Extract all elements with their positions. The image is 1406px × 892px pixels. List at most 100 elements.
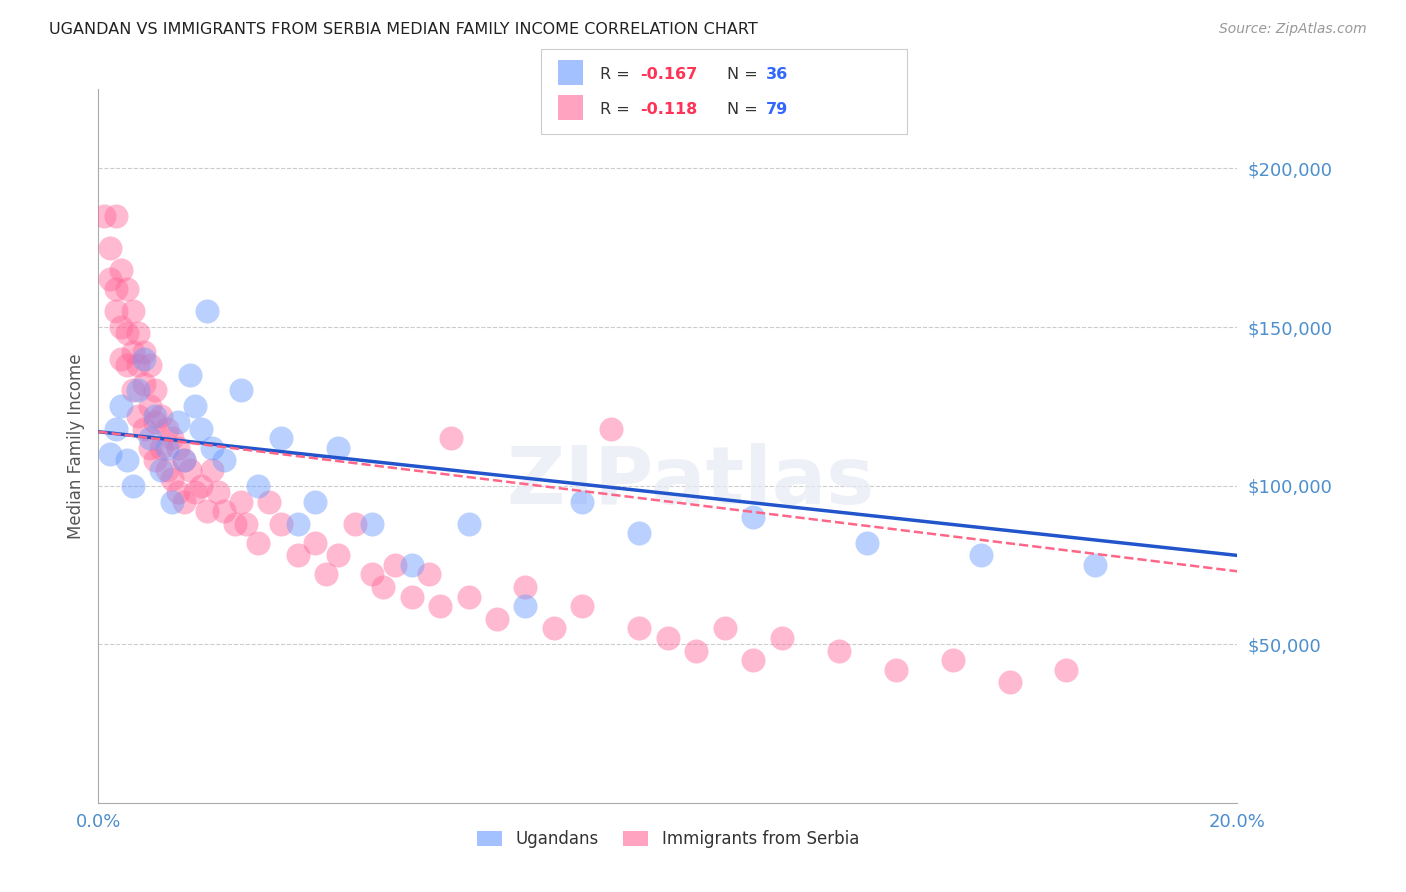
Point (162, 494, 184, 508)
Text: N =: N = (727, 67, 763, 81)
Point (145, 409, 167, 423)
Point (373, 580, 395, 594)
Point (229, 384, 252, 398)
Point (127, 409, 149, 423)
Point (127, 358, 149, 372)
Point (1056, 663, 1078, 677)
Point (121, 304, 143, 318)
Point (184, 485, 207, 500)
Point (150, 441, 173, 455)
Point (543, 621, 565, 635)
Point (162, 431, 184, 445)
Point (121, 478, 143, 492)
Text: -0.167: -0.167 (640, 67, 697, 81)
Point (104, 282, 127, 296)
Point (571, 494, 593, 508)
Point (98, 272, 121, 286)
Point (184, 400, 207, 414)
Point (360, 516, 382, 531)
Point (138, 431, 160, 445)
Point (167, 415, 190, 429)
Text: 36: 36 (766, 67, 789, 81)
Point (156, 421, 179, 435)
Point (173, 494, 195, 508)
Point (856, 535, 879, 549)
Point (457, 516, 479, 531)
Point (115, 326, 138, 341)
Point (685, 643, 707, 657)
Point (970, 549, 993, 563)
Point (884, 663, 907, 677)
Point (195, 304, 218, 318)
Point (138, 400, 160, 414)
Point (229, 494, 252, 508)
Point (110, 263, 132, 277)
Point (127, 326, 149, 341)
Point (104, 304, 127, 318)
Point (270, 516, 292, 531)
Text: R =: R = (600, 67, 636, 81)
Point (138, 358, 160, 372)
Point (457, 590, 479, 604)
Text: N =: N = (727, 103, 763, 117)
Point (571, 599, 593, 614)
Text: Source: ZipAtlas.com: Source: ZipAtlas.com (1219, 22, 1367, 37)
Point (360, 567, 382, 582)
Point (714, 621, 737, 635)
Point (104, 209, 127, 223)
Point (304, 535, 326, 549)
Point (315, 567, 337, 582)
Text: -0.118: -0.118 (640, 103, 697, 117)
Point (440, 431, 463, 445)
Point (246, 535, 269, 549)
Point (628, 526, 651, 541)
Point (132, 421, 155, 435)
Point (742, 653, 765, 667)
Point (150, 463, 173, 477)
Point (190, 421, 212, 435)
Point (179, 463, 201, 477)
Point (190, 478, 212, 492)
Point (162, 472, 184, 486)
Point (156, 463, 179, 477)
Point (657, 631, 679, 645)
Point (173, 453, 195, 467)
Text: UGANDAN VS IMMIGRANTS FROM SERBIA MEDIAN FAMILY INCOME CORRELATION CHART: UGANDAN VS IMMIGRANTS FROM SERBIA MEDIAN… (49, 22, 758, 37)
Text: R =: R = (600, 103, 636, 117)
Point (201, 463, 224, 477)
Point (93, 209, 115, 223)
Point (207, 485, 229, 500)
Point (326, 441, 349, 455)
Point (138, 441, 160, 455)
Point (98, 241, 121, 255)
Point (304, 494, 326, 508)
Point (418, 567, 440, 582)
Point (127, 384, 149, 398)
Point (145, 453, 167, 467)
Point (145, 415, 167, 429)
Point (115, 358, 138, 372)
Point (115, 453, 138, 467)
Point (326, 549, 349, 563)
Point (628, 621, 651, 635)
Point (515, 580, 537, 594)
Point (1084, 558, 1107, 572)
Point (167, 441, 190, 455)
Point (145, 384, 167, 398)
Text: ZIPatlas: ZIPatlas (506, 442, 875, 521)
Point (942, 653, 965, 667)
Y-axis label: Median Family Income: Median Family Income (66, 353, 84, 539)
Point (156, 441, 179, 455)
Point (195, 504, 218, 518)
Point (110, 400, 132, 414)
Point (132, 351, 155, 366)
Point (115, 282, 138, 296)
Point (212, 453, 235, 467)
Point (121, 384, 143, 398)
Point (287, 549, 309, 563)
Point (235, 516, 257, 531)
Point (212, 504, 235, 518)
Point (167, 485, 190, 500)
Point (401, 558, 423, 572)
Point (98, 447, 121, 461)
